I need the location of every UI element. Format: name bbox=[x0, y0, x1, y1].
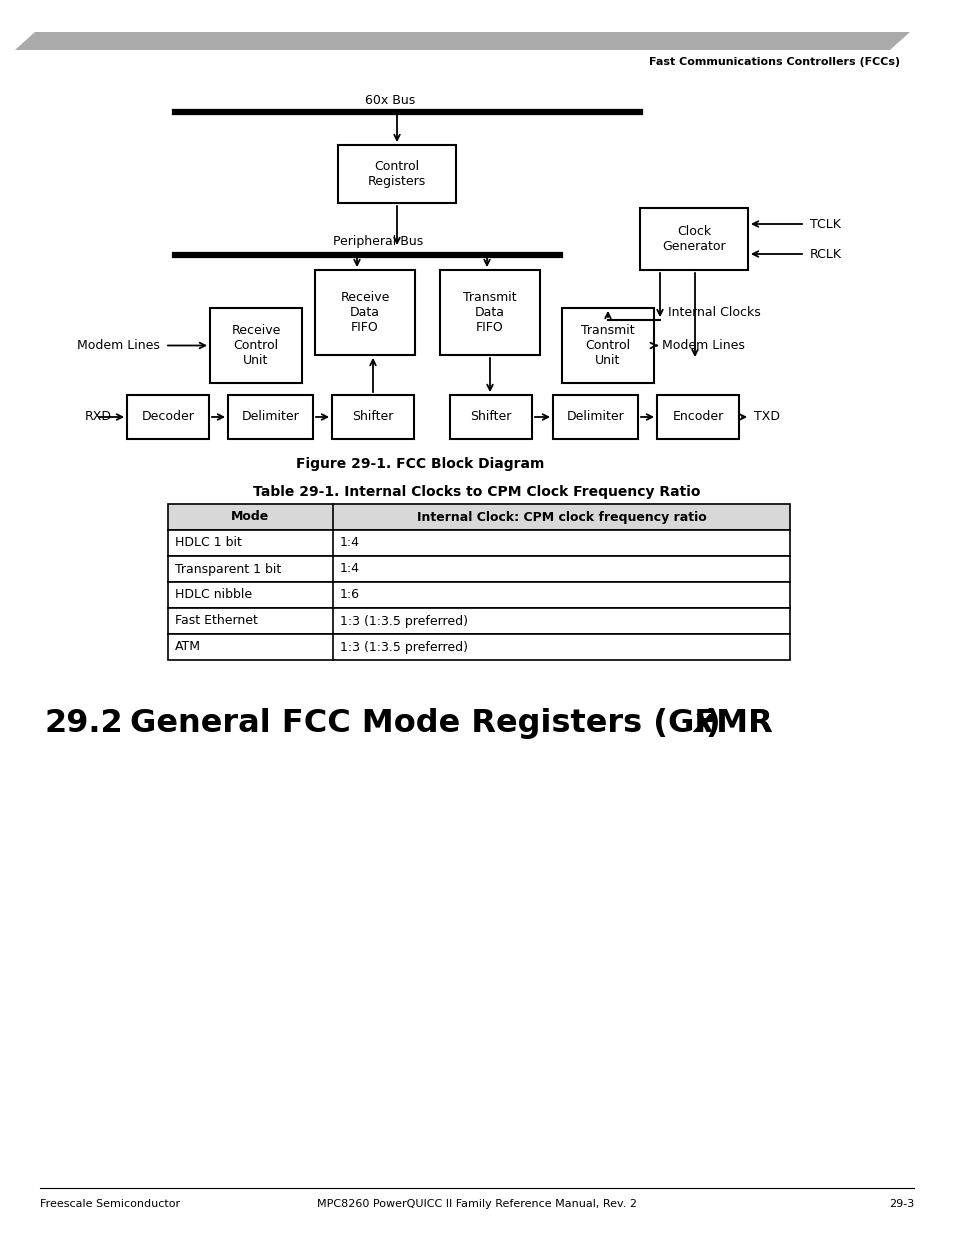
Text: General FCC Mode Registers (GFMR: General FCC Mode Registers (GFMR bbox=[130, 708, 772, 739]
Bar bbox=[168, 504, 789, 530]
Bar bbox=[561, 308, 654, 383]
Text: ): ) bbox=[705, 708, 720, 739]
Text: Control
Registers: Control Registers bbox=[368, 161, 426, 188]
Text: Delimiter: Delimiter bbox=[241, 410, 299, 424]
Text: Transmit
Control
Unit: Transmit Control Unit bbox=[580, 324, 634, 367]
Bar bbox=[168, 556, 789, 582]
Text: HDLC nibble: HDLC nibble bbox=[174, 589, 252, 601]
Bar bbox=[168, 582, 789, 608]
Bar bbox=[314, 270, 415, 354]
Bar bbox=[439, 270, 539, 354]
Text: Internal Clock: CPM clock frequency ratio: Internal Clock: CPM clock frequency rati… bbox=[416, 510, 705, 524]
Bar bbox=[168, 634, 789, 659]
Text: x: x bbox=[692, 708, 713, 739]
Text: Mode: Mode bbox=[232, 510, 270, 524]
Text: Modem Lines: Modem Lines bbox=[661, 338, 744, 352]
Bar bbox=[168, 608, 789, 634]
Text: Peripheral Bus: Peripheral Bus bbox=[333, 236, 423, 248]
Bar bbox=[337, 144, 456, 203]
Text: 29.2: 29.2 bbox=[45, 708, 124, 739]
Text: TXD: TXD bbox=[753, 410, 780, 424]
Text: 29-3: 29-3 bbox=[888, 1199, 913, 1209]
Text: Fast Ethernet: Fast Ethernet bbox=[174, 615, 257, 627]
Text: 1:3 (1:3.5 preferred): 1:3 (1:3.5 preferred) bbox=[339, 641, 468, 653]
Text: Figure 29-1. FCC Block Diagram: Figure 29-1. FCC Block Diagram bbox=[295, 457, 543, 471]
Text: 1:3 (1:3.5 preferred): 1:3 (1:3.5 preferred) bbox=[339, 615, 468, 627]
Text: Transmit
Data
FIFO: Transmit Data FIFO bbox=[463, 291, 517, 333]
Bar bbox=[210, 308, 302, 383]
Text: HDLC 1 bit: HDLC 1 bit bbox=[174, 536, 242, 550]
Bar bbox=[450, 395, 532, 438]
Bar bbox=[657, 395, 739, 438]
Text: Shifter: Shifter bbox=[352, 410, 394, 424]
Text: Table 29-1. Internal Clocks to CPM Clock Frequency Ratio: Table 29-1. Internal Clocks to CPM Clock… bbox=[253, 485, 700, 499]
Bar bbox=[553, 395, 638, 438]
Text: Modem Lines: Modem Lines bbox=[77, 338, 160, 352]
Text: RCLK: RCLK bbox=[809, 247, 841, 261]
Text: MPC8260 PowerQUICC II Family Reference Manual, Rev. 2: MPC8260 PowerQUICC II Family Reference M… bbox=[316, 1199, 637, 1209]
Text: Receive
Data
FIFO: Receive Data FIFO bbox=[340, 291, 389, 333]
Text: TCLK: TCLK bbox=[809, 217, 840, 231]
Polygon shape bbox=[15, 32, 909, 49]
Bar bbox=[639, 207, 747, 270]
Text: 60x Bus: 60x Bus bbox=[364, 94, 415, 106]
Text: Shifter: Shifter bbox=[470, 410, 511, 424]
Bar bbox=[168, 530, 789, 556]
Text: Transparent 1 bit: Transparent 1 bit bbox=[174, 562, 281, 576]
Text: Clock
Generator: Clock Generator bbox=[661, 225, 725, 253]
Text: Freescale Semiconductor: Freescale Semiconductor bbox=[40, 1199, 180, 1209]
Text: 1:6: 1:6 bbox=[339, 589, 359, 601]
Text: Internal Clocks: Internal Clocks bbox=[667, 305, 760, 319]
Text: RXD: RXD bbox=[85, 410, 112, 424]
Bar bbox=[127, 395, 209, 438]
Bar bbox=[332, 395, 414, 438]
Text: Fast Communications Controllers (FCCs): Fast Communications Controllers (FCCs) bbox=[648, 57, 899, 67]
Text: Receive
Control
Unit: Receive Control Unit bbox=[231, 324, 280, 367]
Bar bbox=[228, 395, 313, 438]
Text: Decoder: Decoder bbox=[141, 410, 194, 424]
Text: Encoder: Encoder bbox=[672, 410, 723, 424]
Text: 1:4: 1:4 bbox=[339, 562, 359, 576]
Text: 1:4: 1:4 bbox=[339, 536, 359, 550]
Text: ATM: ATM bbox=[174, 641, 201, 653]
Text: Delimiter: Delimiter bbox=[566, 410, 623, 424]
